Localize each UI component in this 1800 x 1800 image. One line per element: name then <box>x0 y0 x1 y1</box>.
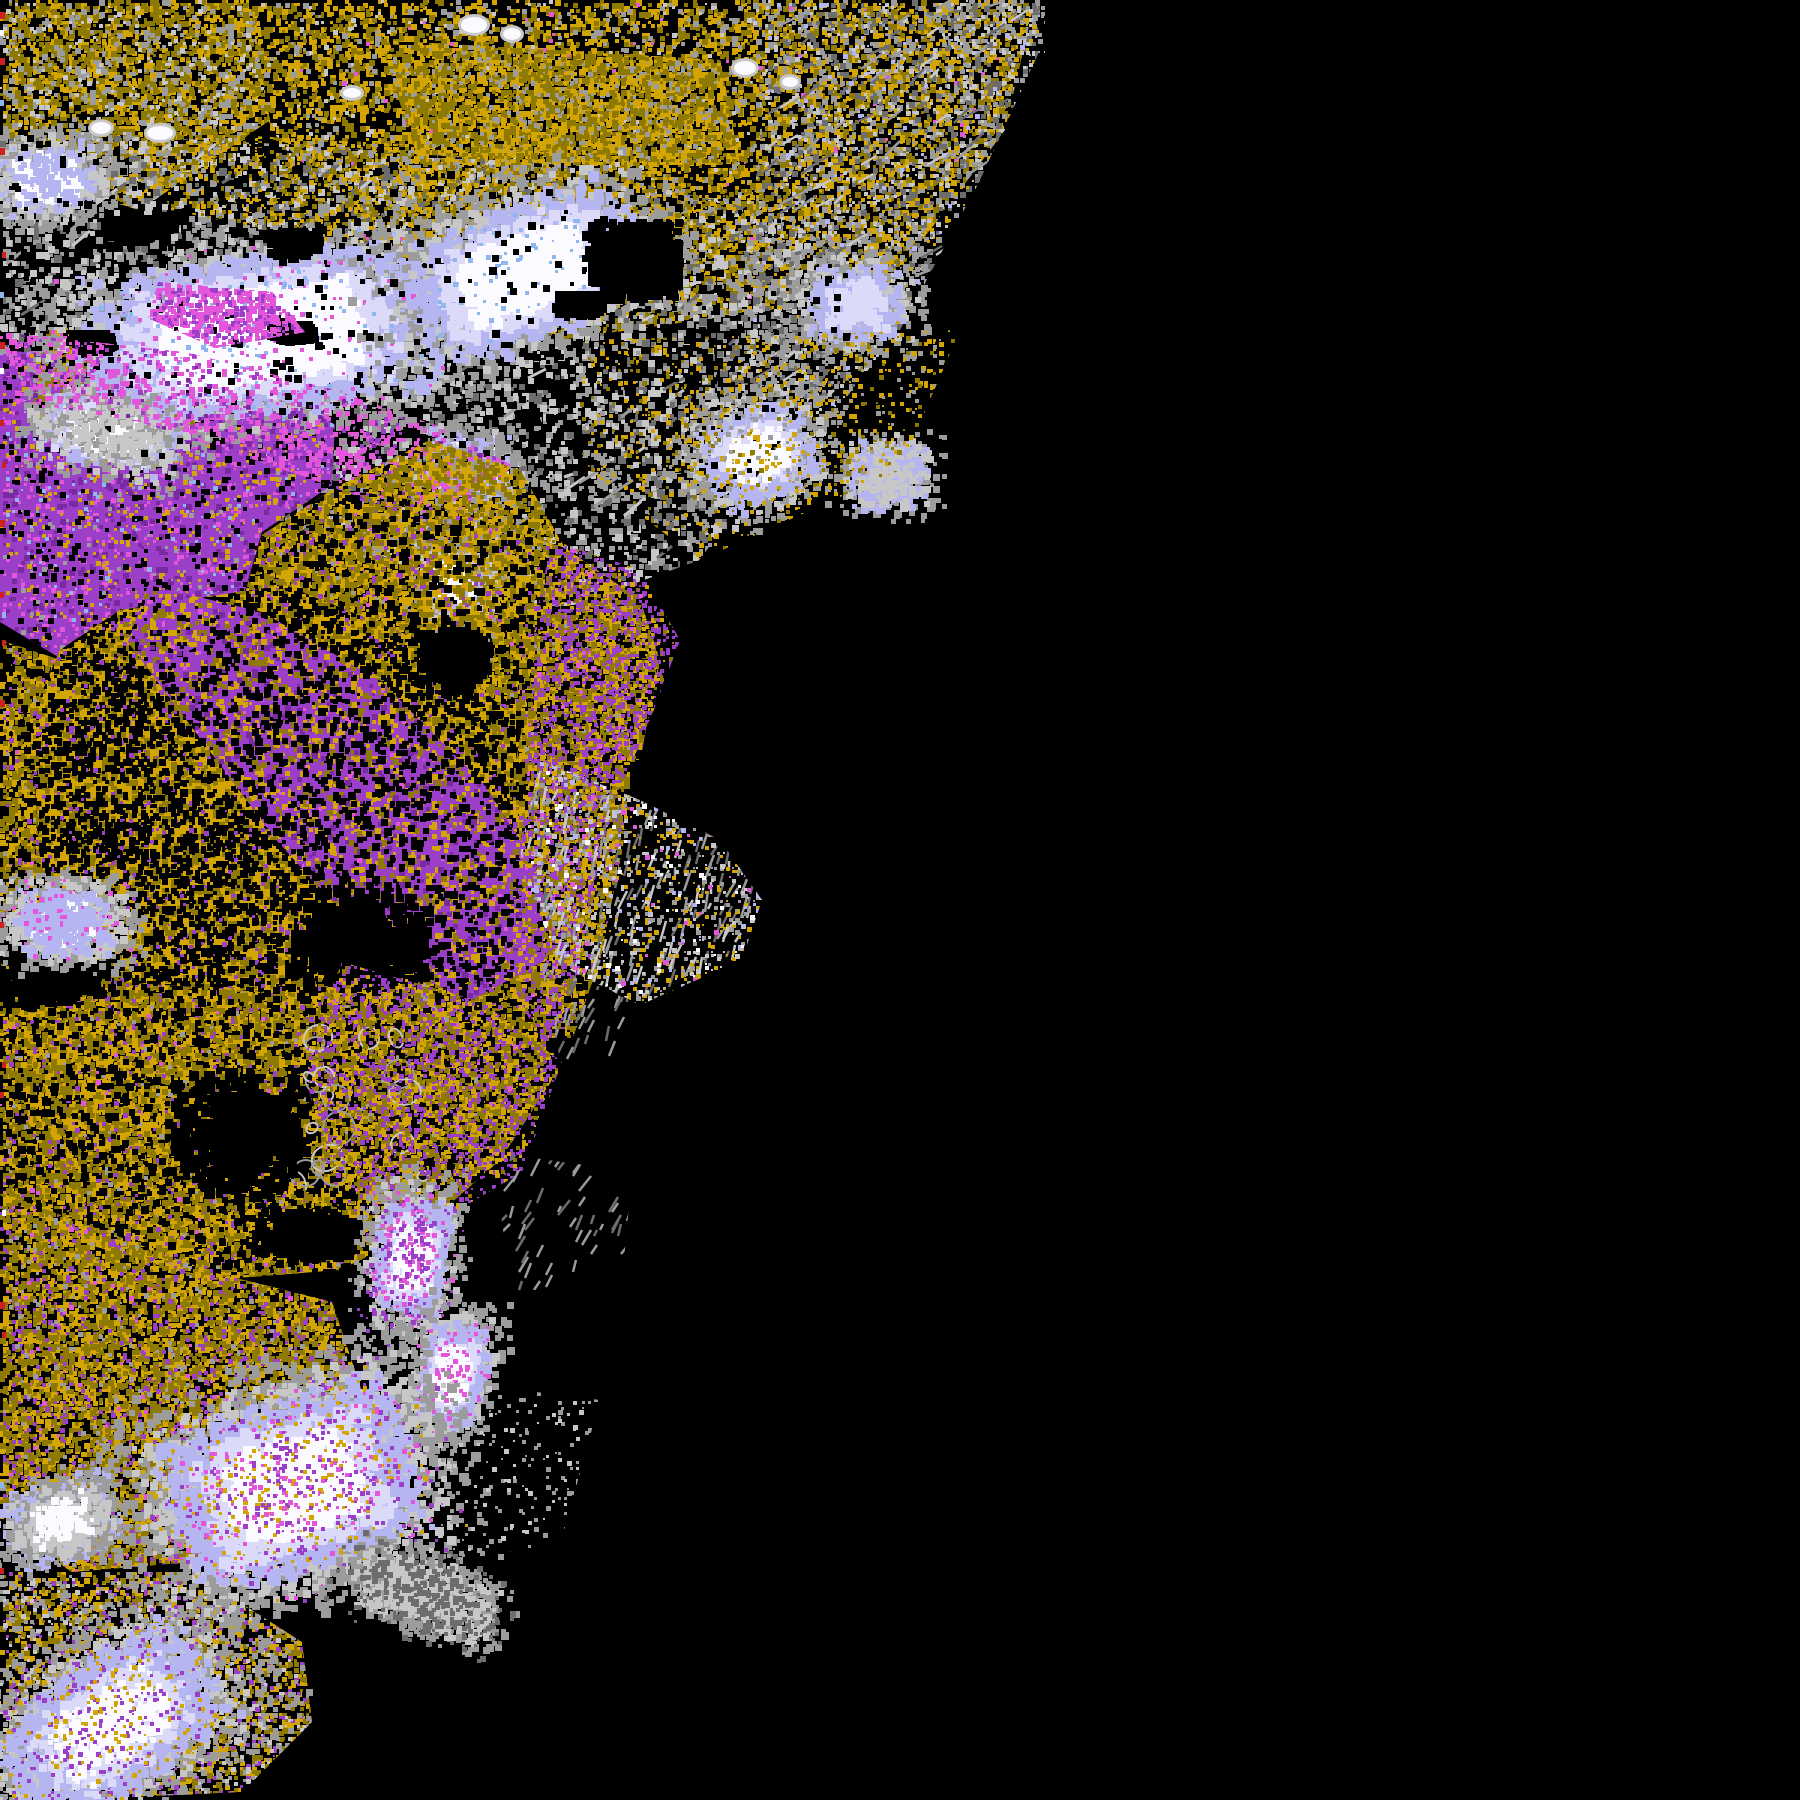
false-color-satellite-image <box>0 0 1800 1800</box>
satellite-image-viewport <box>0 0 1800 1800</box>
